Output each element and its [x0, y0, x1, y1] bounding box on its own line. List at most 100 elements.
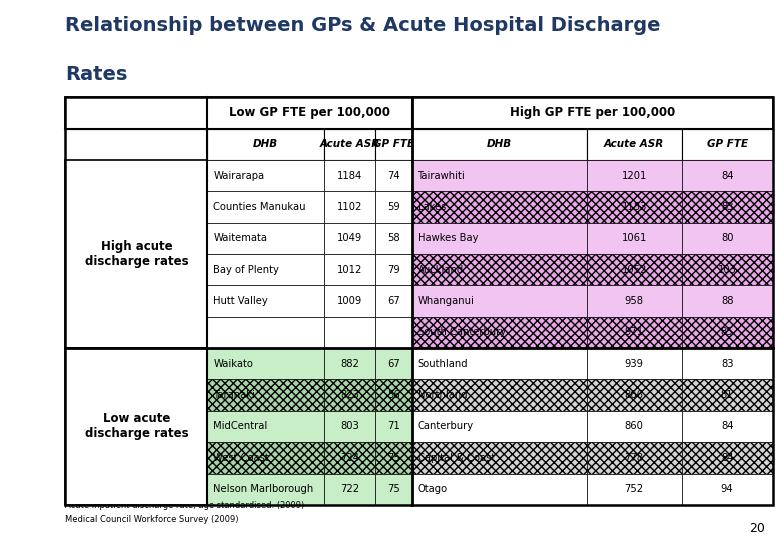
Bar	[682, 285, 773, 317]
Bar	[412, 474, 587, 505]
Text: West Coast: West Coast	[214, 453, 269, 463]
Bar	[587, 285, 682, 317]
Text: Whanganui: Whanganui	[417, 296, 474, 306]
Bar	[66, 129, 207, 160]
Bar	[66, 380, 207, 411]
Bar	[375, 380, 412, 411]
Text: 1061: 1061	[622, 233, 647, 244]
Text: Northland: Northland	[417, 390, 467, 400]
Text: Bay of Plenty: Bay of Plenty	[214, 265, 279, 275]
Text: 1102: 1102	[337, 202, 363, 212]
Bar	[412, 129, 587, 160]
Bar	[682, 380, 773, 411]
Text: 79: 79	[387, 265, 400, 275]
Text: South Canterbury: South Canterbury	[417, 327, 505, 338]
Bar	[412, 160, 587, 191]
Bar	[324, 222, 375, 254]
Bar	[375, 254, 412, 285]
Bar	[324, 191, 375, 222]
Bar	[375, 191, 412, 222]
Bar	[66, 160, 207, 191]
Bar	[207, 474, 324, 505]
Bar	[207, 411, 324, 442]
Bar	[412, 191, 587, 222]
Text: Lakes: Lakes	[417, 202, 446, 212]
Bar	[66, 442, 207, 474]
Bar	[375, 317, 412, 348]
Bar	[682, 348, 773, 380]
Bar	[66, 191, 207, 222]
Text: GP FTE: GP FTE	[373, 139, 414, 149]
Text: 20: 20	[750, 522, 765, 535]
Bar	[207, 222, 324, 254]
Text: 939: 939	[625, 359, 644, 369]
Bar	[375, 474, 412, 505]
Bar	[324, 474, 375, 505]
Text: 58: 58	[387, 233, 400, 244]
Text: 1049: 1049	[337, 233, 363, 244]
Bar	[682, 474, 773, 505]
Bar	[66, 317, 207, 348]
Bar	[324, 442, 375, 474]
Text: 803: 803	[340, 422, 359, 431]
Bar	[375, 160, 412, 191]
Text: 67: 67	[387, 296, 400, 306]
Bar	[412, 97, 773, 129]
Bar	[375, 442, 412, 474]
Bar	[324, 254, 375, 285]
Text: Acute ASR: Acute ASR	[320, 139, 380, 149]
Bar	[207, 317, 324, 348]
Bar	[587, 442, 682, 474]
Bar	[412, 254, 587, 285]
Bar	[587, 348, 682, 380]
Bar	[66, 474, 207, 505]
Text: 778: 778	[625, 453, 644, 463]
Bar	[682, 317, 773, 348]
Bar	[207, 380, 324, 411]
Bar	[587, 191, 682, 222]
Bar	[412, 317, 587, 348]
Text: Tairawhiti: Tairawhiti	[417, 171, 466, 180]
Text: 724: 724	[340, 453, 360, 463]
Bar	[587, 317, 682, 348]
Bar	[682, 160, 773, 191]
Bar	[66, 254, 207, 285]
Text: Counties Manukau: Counties Manukau	[214, 202, 306, 212]
Bar	[324, 160, 375, 191]
Bar	[66, 160, 207, 348]
Text: 882: 882	[340, 359, 359, 369]
Bar	[207, 160, 324, 191]
Text: Otago: Otago	[417, 484, 448, 494]
Text: 84: 84	[721, 422, 733, 431]
Bar	[324, 317, 375, 348]
Text: Wairarapa: Wairarapa	[214, 171, 264, 180]
Text: 103: 103	[718, 265, 736, 275]
Bar	[682, 191, 773, 222]
Text: 75: 75	[387, 484, 400, 494]
Text: Auckland: Auckland	[417, 265, 464, 275]
Bar	[66, 97, 773, 505]
Bar	[375, 411, 412, 442]
Bar	[66, 411, 207, 442]
Bar	[324, 380, 375, 411]
Text: Rates: Rates	[66, 65, 128, 84]
Text: 56: 56	[387, 390, 400, 400]
Bar	[682, 442, 773, 474]
Bar	[324, 129, 375, 160]
Bar	[587, 129, 682, 160]
Text: DHB: DHB	[254, 139, 278, 149]
Text: 958: 958	[625, 296, 644, 306]
Text: Waikato: Waikato	[214, 359, 254, 369]
Text: Relationship between GPs & Acute Hospital Discharge: Relationship between GPs & Acute Hospita…	[66, 16, 661, 35]
Bar	[682, 222, 773, 254]
Text: 88: 88	[721, 296, 733, 306]
Text: 71: 71	[387, 422, 400, 431]
Bar	[412, 285, 587, 317]
Text: Taranaki: Taranaki	[214, 390, 255, 400]
Text: 85: 85	[721, 327, 733, 338]
Text: 84: 84	[721, 171, 733, 180]
Text: 1201: 1201	[622, 171, 647, 180]
Bar	[412, 348, 587, 380]
Text: Acute ASR: Acute ASR	[604, 139, 665, 149]
Text: High acute
discharge rates: High acute discharge rates	[84, 240, 188, 268]
